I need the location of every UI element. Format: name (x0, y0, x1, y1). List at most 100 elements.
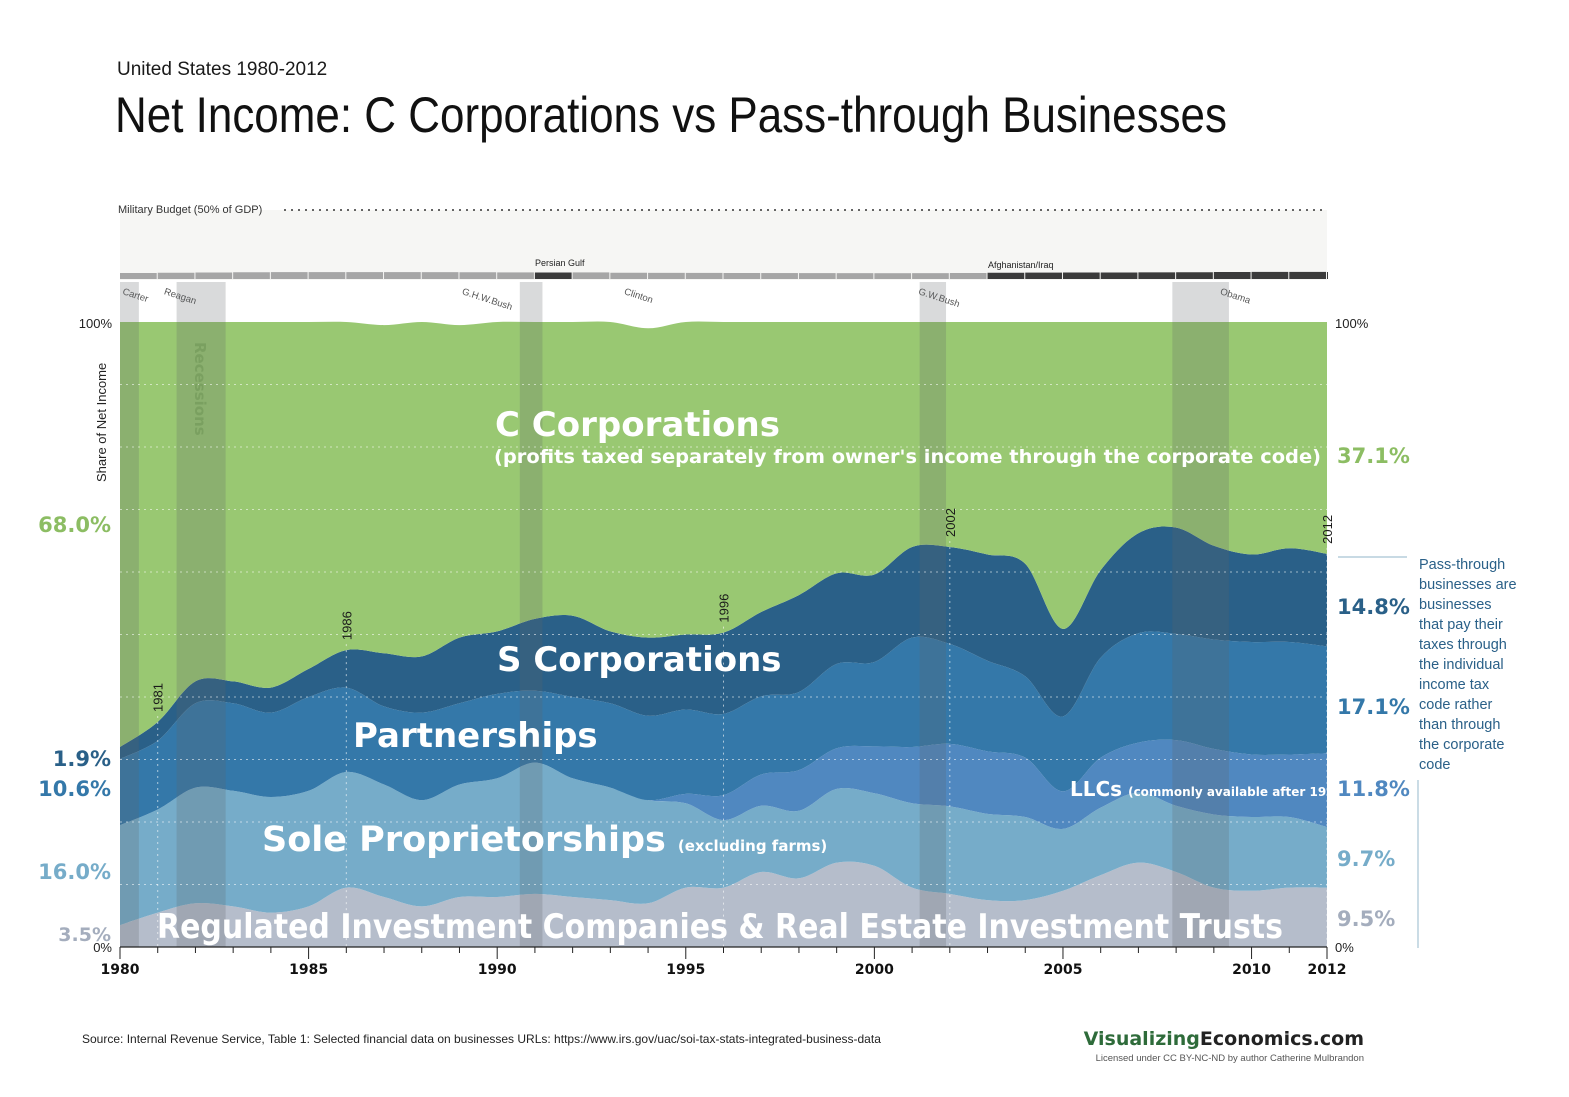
recession-band (919, 282, 947, 947)
y-axis-label: Share of Net Income (94, 363, 109, 482)
pass-through-note-line: code (1419, 757, 1450, 773)
y-axis-top-right: 100% (1335, 316, 1369, 331)
start-label-partnerships: 10.6% (38, 777, 111, 801)
start-label-c-corp: 68.0% (38, 513, 111, 537)
start-label-sole: 16.0% (38, 860, 111, 884)
end-label-sole: 9.7% (1337, 847, 1395, 871)
military-budget-bar (195, 272, 233, 279)
military-budget-bar (1100, 272, 1138, 279)
military-budget-bar (497, 272, 534, 279)
military-budget-bar (1025, 272, 1062, 279)
war-label-persian-gulf: Persian Gulf (535, 258, 585, 268)
military-budget-bar (346, 272, 384, 279)
end-label-llc: 11.8% (1337, 777, 1410, 801)
label-llcs-main: LLCs (1070, 777, 1122, 801)
label-ric-reit: Regulated Investment Companies & Real Es… (157, 907, 1283, 947)
pass-through-note-line: Pass-through (1419, 557, 1505, 573)
band-partnerships (120, 631, 1327, 826)
military-budget-bar (270, 272, 308, 279)
military-budget-bar (1327, 272, 1328, 279)
label-sole-sub: (excluding farms) (678, 837, 827, 855)
military-budget-bars (120, 271, 1328, 279)
end-label-partnerships: 17.1% (1337, 695, 1410, 719)
war-label-afghanistan-iraq: Afghanistan/Iraq (988, 260, 1054, 270)
pass-through-note-line: code rather (1419, 697, 1493, 713)
end-label-s-corp: 14.8% (1337, 595, 1410, 619)
band-llcs (120, 739, 1327, 830)
military-budget-bar (1138, 272, 1176, 279)
label-c-corporations: C Corporations (495, 405, 780, 445)
military-budget-bar (459, 272, 497, 279)
military-budget-bar (534, 272, 572, 279)
pass-through-note-line: businesses (1419, 597, 1492, 613)
x-tick-label: 2010 (1232, 962, 1271, 978)
military-budget-bar (421, 272, 459, 279)
pass-through-note-line: businesses are (1419, 577, 1517, 593)
recession-band (120, 282, 139, 947)
pass-through-note-line: income tax (1419, 677, 1490, 693)
military-budget-bar (987, 272, 1025, 279)
label-partnerships: Partnerships (353, 716, 598, 756)
end-label-ric: 9.5% (1337, 907, 1395, 931)
y-axis-bottom-right: 0% (1335, 940, 1354, 955)
brand-logo-part-a: Visualizing (1084, 1028, 1200, 1050)
pass-through-note: Pass-through businesses are businesses that… (1419, 557, 1517, 773)
military-budget-bar (1176, 272, 1213, 279)
pass-through-note-line: taxes through (1419, 637, 1507, 653)
military-budget-bar (572, 272, 610, 279)
military-budget-bar (157, 272, 195, 279)
recession-band (176, 282, 226, 947)
brand-logo: VisualizingEconomics.com (1084, 1028, 1364, 1050)
military-budget-bar (912, 273, 949, 279)
president-label: G.H.W.Bush (461, 286, 514, 313)
gridlines: 1981 1986 1996 2002 2012 (120, 384, 1335, 947)
x-tick-label: 2000 (855, 962, 894, 978)
recessions-label: Recessions (191, 342, 209, 436)
x-tick-label: 1990 (478, 962, 517, 978)
military-budget-bar (120, 273, 157, 279)
x-tick-label: 1995 (666, 962, 705, 978)
military-budget-bar (1289, 271, 1326, 279)
label-llcs: LLCs (commonly available after 1993) (1070, 777, 1348, 801)
president-labels: CarterReaganG.H.W.BushClintonG.W.BushOba… (121, 286, 1252, 313)
x-tick-label: 2005 (1043, 962, 1082, 978)
president-label: Clinton (623, 286, 655, 306)
x-tick-label: 1980 (101, 962, 140, 978)
year-annotation: 1986 (339, 611, 354, 640)
military-budget-bar (798, 273, 836, 279)
military-budget-bar (384, 272, 421, 279)
chart-title: Net Income: C Corporations vs Pass-throu… (115, 87, 1227, 143)
military-budget-bar (836, 273, 874, 279)
military-budget-label: Military Budget (50% of GDP) (118, 204, 262, 216)
x-tick-label: 1985 (289, 962, 328, 978)
pass-through-note-line: than through (1419, 717, 1500, 733)
start-label-ric: 3.5% (58, 924, 111, 946)
chart-subtitle: United States 1980-2012 (117, 59, 327, 80)
recession-band (519, 282, 543, 947)
label-s-corporations: S Corporations (497, 640, 782, 680)
band-c-corporations (120, 321, 1327, 747)
band-s-corporations (120, 526, 1327, 759)
military-budget-bar (610, 272, 648, 279)
x-axis: 1980 1985 1990 1995 2000 2005 2010 2012 (101, 946, 1346, 978)
year-annotation: 2002 (943, 508, 958, 537)
label-llcs-sub: (commonly available after 1993) (1128, 785, 1348, 799)
pass-through-note-line: that pay their (1419, 617, 1503, 633)
recession-bands (120, 282, 1229, 947)
end-label-c-corp: 37.1% (1337, 444, 1410, 468)
year-annotation: 1996 (717, 594, 732, 623)
start-label-s-corp: 1.9% (53, 747, 111, 771)
pass-through-note-line: the corporate (1419, 737, 1504, 753)
year-annotation: 2012 (1320, 515, 1335, 544)
military-budget-bar (233, 272, 270, 279)
year-annotation: 1981 (151, 683, 166, 712)
label-sole-proprietorships: Sole Proprietorships (excluding farms) (262, 820, 827, 860)
military-budget-bar (1062, 272, 1100, 279)
military-budget-bar (761, 273, 798, 279)
military-budget-bar (685, 272, 723, 279)
military-budget-bar (1251, 271, 1289, 279)
license-note: Licensed under CC BY-NC-ND by author Cat… (1096, 1053, 1364, 1064)
source-note: Source: Internal Revenue Service, Table … (82, 1032, 881, 1046)
military-budget-bar (949, 273, 987, 279)
